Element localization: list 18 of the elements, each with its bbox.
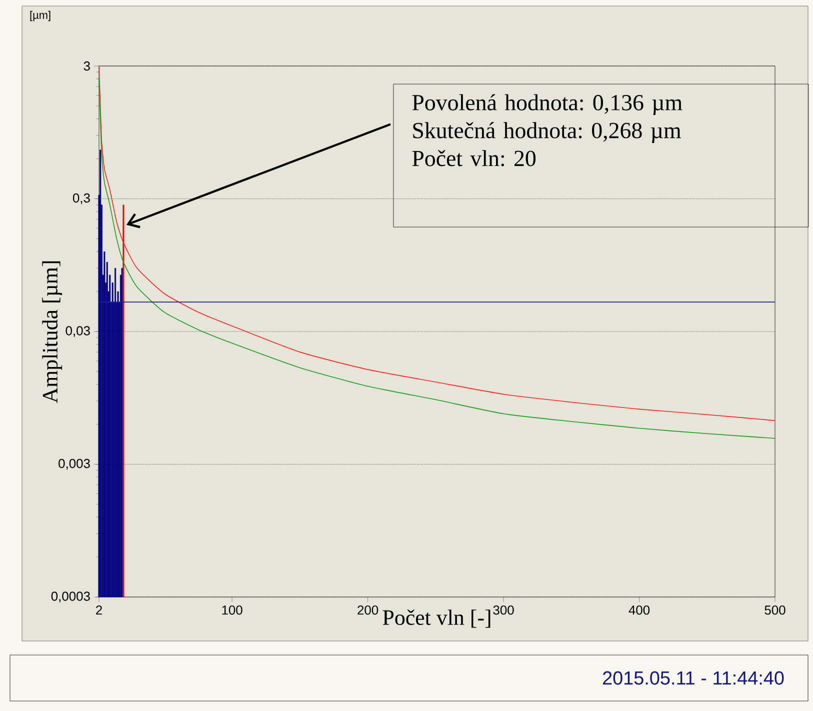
x-tick-label: 200 [358, 605, 378, 615]
y-tick-label: 0,003 [58, 458, 90, 470]
annotation: Skutečná hodnota: 0,268 µm [413, 122, 681, 143]
x-tick-label: 2 [96, 605, 102, 615]
annotation: Počet vln: 20 [412, 150, 536, 166]
y-tick-label: 0,3 [72, 193, 90, 204]
y-axis-title: Amplituda [µm] [42, 261, 62, 404]
x-tick-label: 300 [493, 605, 514, 615]
x-tick-label: 100 [222, 605, 242, 615]
x-tick-label: 400 [628, 605, 650, 615]
annotation: Povolená hodnota: 0,136 µm [412, 94, 682, 116]
y-tick-label: 3 [84, 61, 90, 71]
x-tick-label: 500 [764, 605, 786, 615]
y-tick-label: 0,03 [66, 326, 90, 337]
text: [µm] [30, 10, 50, 22]
text: 2015.05.11 - 11:44:40 [603, 671, 784, 685]
y-tick-label: 0,0003 [51, 592, 90, 602]
x-axis-title: Počet vln [-] [382, 610, 490, 628]
